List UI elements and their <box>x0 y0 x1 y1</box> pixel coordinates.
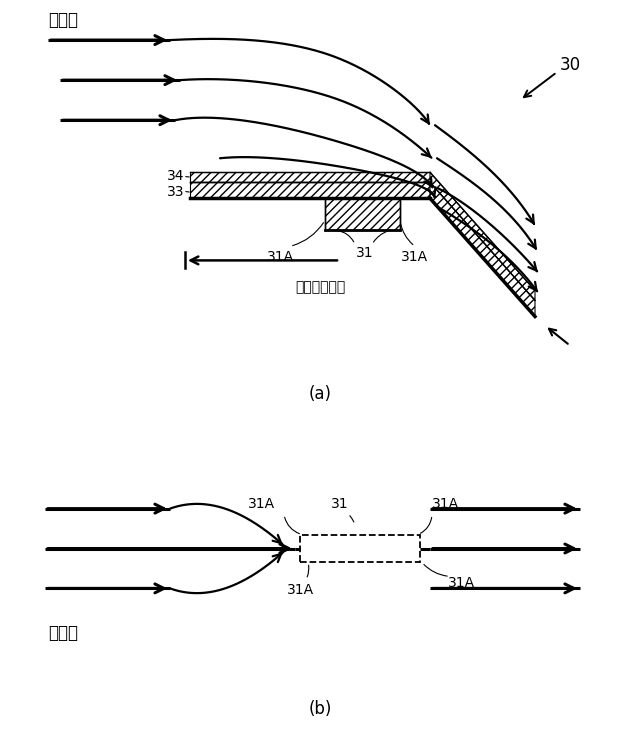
Text: 31A: 31A <box>287 584 314 598</box>
Text: 31A: 31A <box>401 250 429 264</box>
Text: 31A: 31A <box>266 250 294 264</box>
Bar <box>325 199 400 230</box>
Text: 走行風: 走行風 <box>48 11 78 29</box>
Text: 30: 30 <box>560 56 581 74</box>
Text: 31A: 31A <box>248 497 275 511</box>
Bar <box>300 534 420 562</box>
Text: 31A: 31A <box>432 497 459 511</box>
Text: (b): (b) <box>308 700 332 718</box>
Text: 31: 31 <box>331 497 349 511</box>
Text: (a): (a) <box>308 384 332 403</box>
Polygon shape <box>430 172 535 300</box>
Text: 走行風: 走行風 <box>48 624 78 642</box>
Text: 31A: 31A <box>448 576 475 590</box>
Text: 31: 31 <box>356 246 374 261</box>
Polygon shape <box>430 182 535 317</box>
Bar <box>190 182 430 199</box>
Text: 33: 33 <box>166 185 184 199</box>
Bar <box>190 172 430 182</box>
Text: 34: 34 <box>166 169 184 183</box>
Text: 電位低下領域: 電位低下領域 <box>295 280 345 294</box>
